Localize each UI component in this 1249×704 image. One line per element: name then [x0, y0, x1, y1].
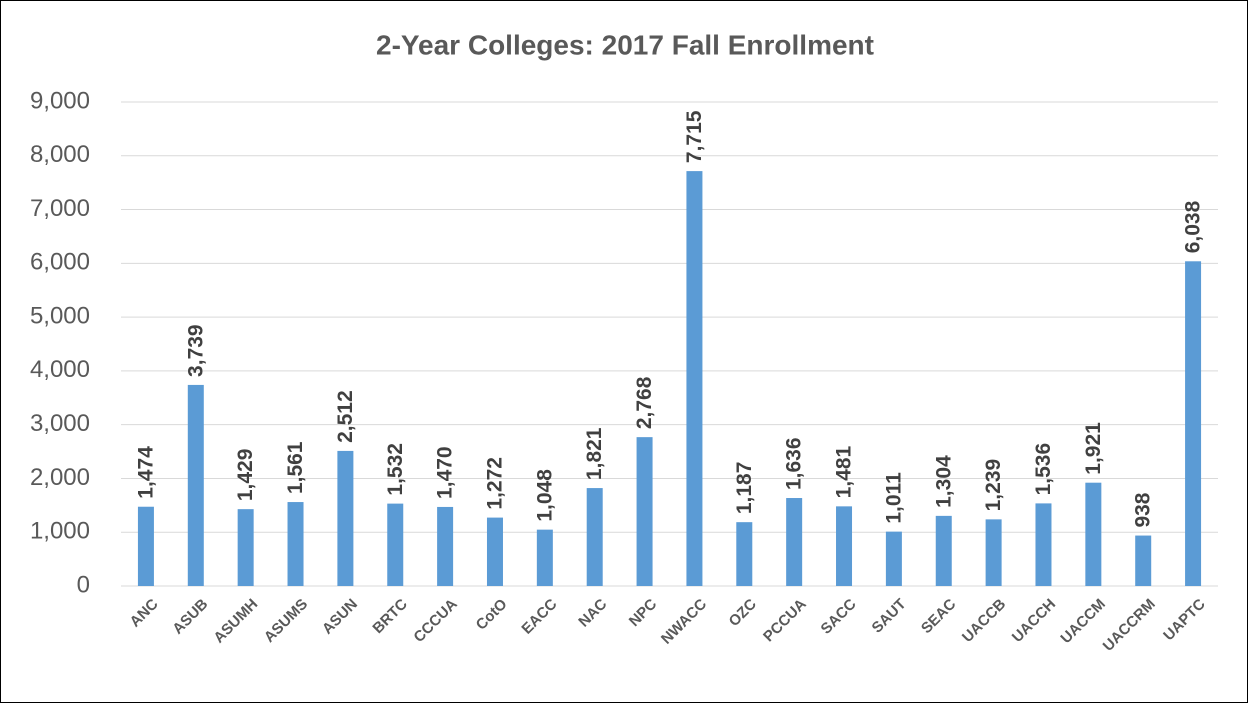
value-label: 7,715 [683, 110, 706, 163]
bar [586, 488, 603, 586]
value-label: 938 [1132, 492, 1155, 527]
bar [486, 517, 503, 586]
value-label: 1,272 [484, 457, 507, 510]
y-tick-label: 1,000 [30, 518, 90, 545]
value-label: 1,470 [434, 446, 457, 499]
bar [736, 522, 753, 586]
bar [237, 509, 254, 586]
value-label: 1,821 [583, 427, 606, 480]
y-tick-label: 3,000 [30, 410, 90, 437]
bar [686, 171, 703, 587]
y-tick-label: 9,000 [30, 87, 90, 114]
value-label: 1,921 [1082, 422, 1105, 475]
value-label: 1,636 [783, 437, 806, 490]
bar [137, 506, 154, 586]
bar [1185, 261, 1202, 586]
y-tick-label: 8,000 [30, 141, 90, 168]
value-label: 2,768 [633, 376, 656, 429]
bar [1035, 503, 1052, 586]
value-label: 1,304 [932, 455, 955, 508]
value-label: 1,239 [982, 459, 1005, 512]
bar [337, 450, 354, 586]
value-label: 1,474 [134, 446, 157, 499]
y-tick-label: 7,000 [30, 195, 90, 222]
bar [437, 506, 454, 586]
bar [1085, 482, 1102, 586]
chart-title: 2-Year Colleges: 2017 Fall Enrollment [376, 29, 874, 60]
bar [387, 503, 404, 586]
bar [536, 529, 553, 586]
value-label: 1,429 [234, 449, 257, 502]
value-label: 1,532 [384, 443, 407, 496]
y-tick-label: 0 [77, 571, 90, 598]
bar [935, 515, 952, 586]
bar [985, 519, 1002, 586]
value-label: 1,011 [882, 472, 905, 524]
bar [786, 498, 803, 586]
y-tick-label: 6,000 [30, 249, 90, 276]
value-label: 1,481 [833, 445, 856, 498]
value-label: 1,187 [733, 462, 756, 515]
bar [885, 531, 902, 586]
value-label: 3,739 [184, 324, 207, 377]
value-label: 1,536 [1032, 443, 1055, 496]
value-label: 2,512 [334, 390, 357, 443]
bar [1135, 535, 1152, 586]
value-label: 1,048 [533, 469, 556, 522]
value-label: 1,561 [284, 441, 307, 494]
bar [187, 384, 204, 586]
y-tick-label: 4,000 [30, 356, 90, 383]
value-label: 6,038 [1182, 200, 1205, 253]
bar [836, 506, 853, 586]
y-tick-label: 5,000 [30, 302, 90, 329]
bar [636, 437, 653, 586]
y-tick-label: 2,000 [30, 464, 90, 491]
bar [287, 502, 304, 586]
